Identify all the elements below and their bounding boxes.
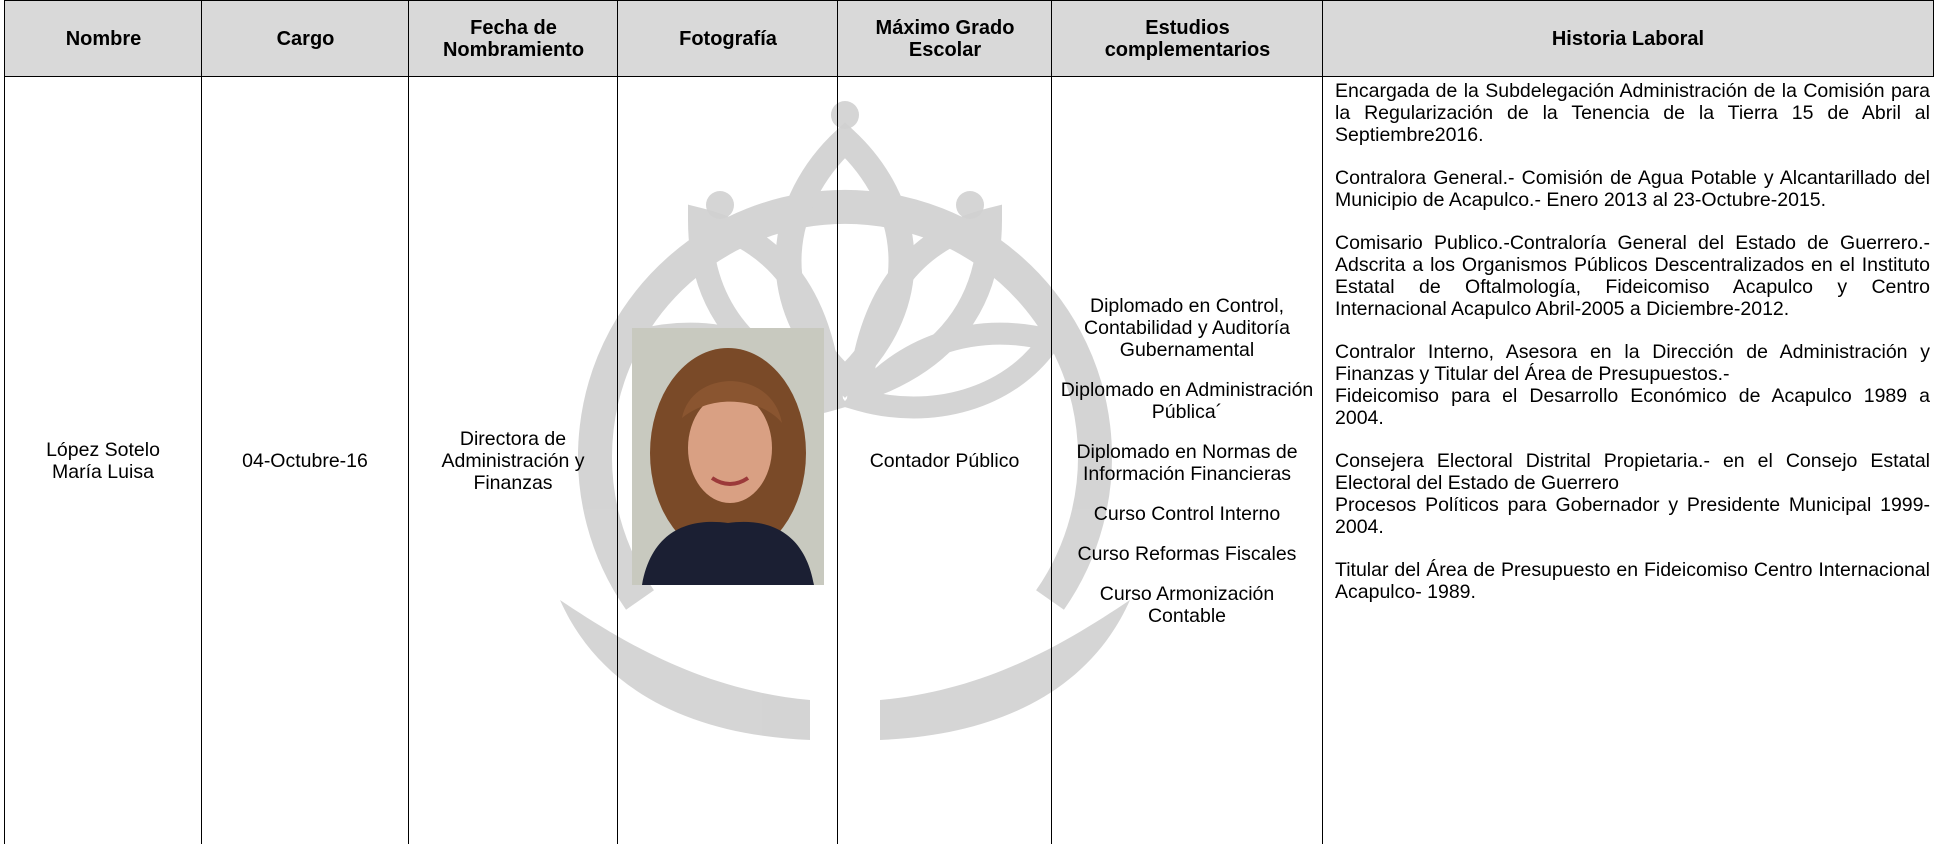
header-cell: Nombre xyxy=(4,0,202,77)
history-line: Titular del Área de Presupuesto en Fidei… xyxy=(1335,559,1930,603)
history-entry: Titular del Área de Presupuesto en Fidei… xyxy=(1335,559,1930,603)
header-text: Estudios complementarios xyxy=(1104,16,1271,61)
history-line: Contralora General.- Comisión de Agua Po… xyxy=(1335,167,1930,211)
history-line: Fideicomiso para el Desarrollo Económico… xyxy=(1335,385,1930,429)
body-cell: Directora de Administración y Finanzas xyxy=(408,77,617,844)
grado: Contador Público xyxy=(869,449,1020,472)
history-entry: Contralora General.- Comisión de Agua Po… xyxy=(1335,167,1930,211)
header-text: Historia Laboral xyxy=(1551,27,1705,50)
header-cell: Máximo Grado Escolar xyxy=(837,0,1052,77)
body-cell: Encargada de la Subdelegación Administra… xyxy=(1322,77,1934,844)
header-text: Fotografía xyxy=(679,27,777,50)
course: Diplomado en Control, Contabilidad y Aud… xyxy=(1084,294,1290,361)
name-line: María Luisa xyxy=(52,460,154,483)
header-cell: Fecha de Nombramiento xyxy=(408,0,618,77)
body-cell: López Sotelo María Luisa xyxy=(4,77,201,844)
header-text: Fecha de Nombramiento xyxy=(442,16,585,61)
header-text: Máximo Grado Escolar xyxy=(875,16,1015,61)
course: Curso Armonización Contable xyxy=(1099,582,1275,627)
cargo: 04-Octubre-16 xyxy=(242,449,368,472)
header-cell: Estudios complementarios xyxy=(1051,0,1323,77)
history-entry: Comisario Publico.-Contraloría General d… xyxy=(1335,232,1930,320)
history-entry: Contralor Interno, Asesora en la Direcci… xyxy=(1335,341,1930,429)
course: Diplomado en Normas de Información Finan… xyxy=(1076,440,1298,485)
history-line: Procesos Políticos para Gobernador y Pre… xyxy=(1335,494,1930,538)
fecha: Directora de Administración y Finanzas xyxy=(441,427,585,494)
body-cell: Contador Público xyxy=(837,77,1051,844)
course: Curso Reformas Fiscales xyxy=(1077,542,1297,565)
header-cell: Fotografía xyxy=(617,0,838,77)
history-line: Comisario Publico.-Contraloría General d… xyxy=(1335,232,1930,320)
header-cell: Cargo xyxy=(201,0,409,77)
course: Diplomado en Administración Pública´ xyxy=(1060,378,1314,423)
header-text: Nombre xyxy=(65,27,142,50)
header-text: Cargo xyxy=(276,27,335,50)
history-line: Encargada de la Subdelegación Administra… xyxy=(1335,80,1930,146)
history-entry: Consejera Electoral Distrital Propietari… xyxy=(1335,450,1930,538)
name-line: López Sotelo xyxy=(46,438,160,461)
history-line: Contralor Interno, Asesora en la Direcci… xyxy=(1335,341,1930,385)
body-cell xyxy=(617,77,837,844)
history-line: Consejera Electoral Distrital Propietari… xyxy=(1335,450,1930,494)
body-cell: 04-Octubre-16 xyxy=(201,77,408,844)
course: Curso Control Interno xyxy=(1093,502,1281,525)
photo xyxy=(631,328,824,585)
header-cell: Historia Laboral xyxy=(1322,0,1934,77)
body-cell: Diplomado en Control, Contabilidad y Aud… xyxy=(1051,77,1322,844)
history-entry: Encargada de la Subdelegación Administra… xyxy=(1335,80,1930,146)
